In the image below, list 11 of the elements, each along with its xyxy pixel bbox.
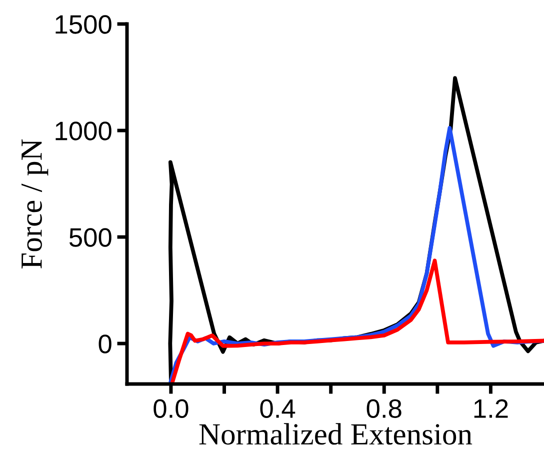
x-tick-label: 0.0 — [154, 399, 188, 418]
y-axis-title: Force / pN — [22, 139, 48, 268]
y-tick-label: 500 — [69, 228, 112, 247]
y-tick-label: 0 — [98, 334, 112, 354]
y-tick-label: 1500 — [56, 15, 112, 34]
x-tick-label: 0.8 — [366, 399, 402, 418]
line-series — [170, 258, 544, 383]
x-tick-label: 1.2 — [474, 399, 508, 418]
y-tick-label: 1000 — [56, 122, 112, 140]
x-axis-title: Normalized Extension — [199, 423, 472, 445]
x-tick-label: 0.4 — [260, 399, 296, 418]
